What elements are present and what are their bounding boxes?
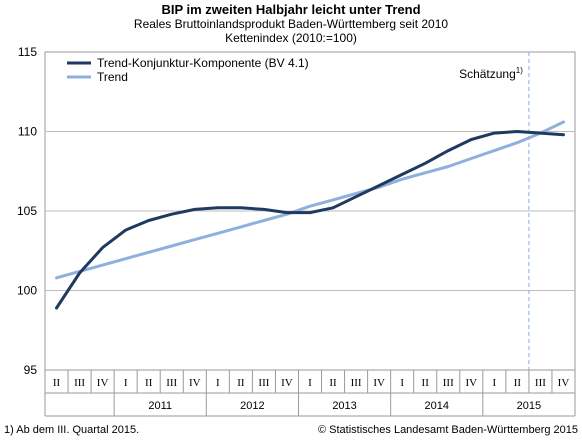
chart-title: BIP im zweiten Halbjahr leicht unter Tre… <box>161 2 421 17</box>
x-tick-label: I <box>216 377 220 389</box>
x-tick-label: II <box>145 377 153 389</box>
x-tick-label: III <box>535 377 546 389</box>
x-tick-label: III <box>166 377 177 389</box>
x-tick-label: III <box>351 377 362 389</box>
x-tick-label: II <box>422 377 430 389</box>
y-tick-label: 105 <box>17 204 37 218</box>
x-tick-label: IV <box>189 377 201 389</box>
legend-label: Trend <box>97 70 128 84</box>
y-tick-label: 115 <box>18 45 37 59</box>
x-tick-label: I <box>493 377 497 389</box>
x-tick-label: III <box>443 377 454 389</box>
chart-subtitle: Reales Bruttoinlandsprodukt Baden-Württe… <box>133 17 449 31</box>
x-tick-label: II <box>237 377 245 389</box>
x-tick-label: I <box>400 377 404 389</box>
year-label: 2014 <box>424 400 448 412</box>
forecast-label: Schätzung1) <box>459 66 523 81</box>
series-line <box>55 120 565 280</box>
y-tick-label: 95 <box>24 363 38 377</box>
x-tick-label: III <box>74 377 85 389</box>
x-tick-label: IV <box>465 377 477 389</box>
series-line <box>55 130 565 310</box>
copyright-credit: © Statistisches Landesamt Baden-Württemb… <box>317 424 578 436</box>
x-tick-label: III <box>258 377 269 389</box>
x-tick-label: I <box>124 377 128 389</box>
year-label: 2015 <box>517 400 541 412</box>
x-tick-label: IV <box>97 377 109 389</box>
year-label: 2013 <box>332 400 356 412</box>
x-tick-label: IV <box>281 377 293 389</box>
x-tick-label: IV <box>373 377 385 389</box>
y-tick-label: 110 <box>18 125 37 139</box>
y-tick-label: 100 <box>17 284 37 298</box>
footnote: 1) Ab dem III. Quartal 2015. <box>4 424 140 436</box>
x-tick-label: I <box>308 377 312 389</box>
x-tick-label: IV <box>558 377 570 389</box>
y-axis-label: Kettenindex (2010:=100) <box>225 31 357 45</box>
x-tick-label: II <box>329 377 337 389</box>
legend-label: Trend-Konjunktur-Komponente (BV 4.1) <box>97 56 309 70</box>
year-label: 2012 <box>240 400 264 412</box>
x-tick-label: II <box>514 377 522 389</box>
year-label: 2011 <box>148 400 172 412</box>
x-tick-label: II <box>53 377 61 389</box>
